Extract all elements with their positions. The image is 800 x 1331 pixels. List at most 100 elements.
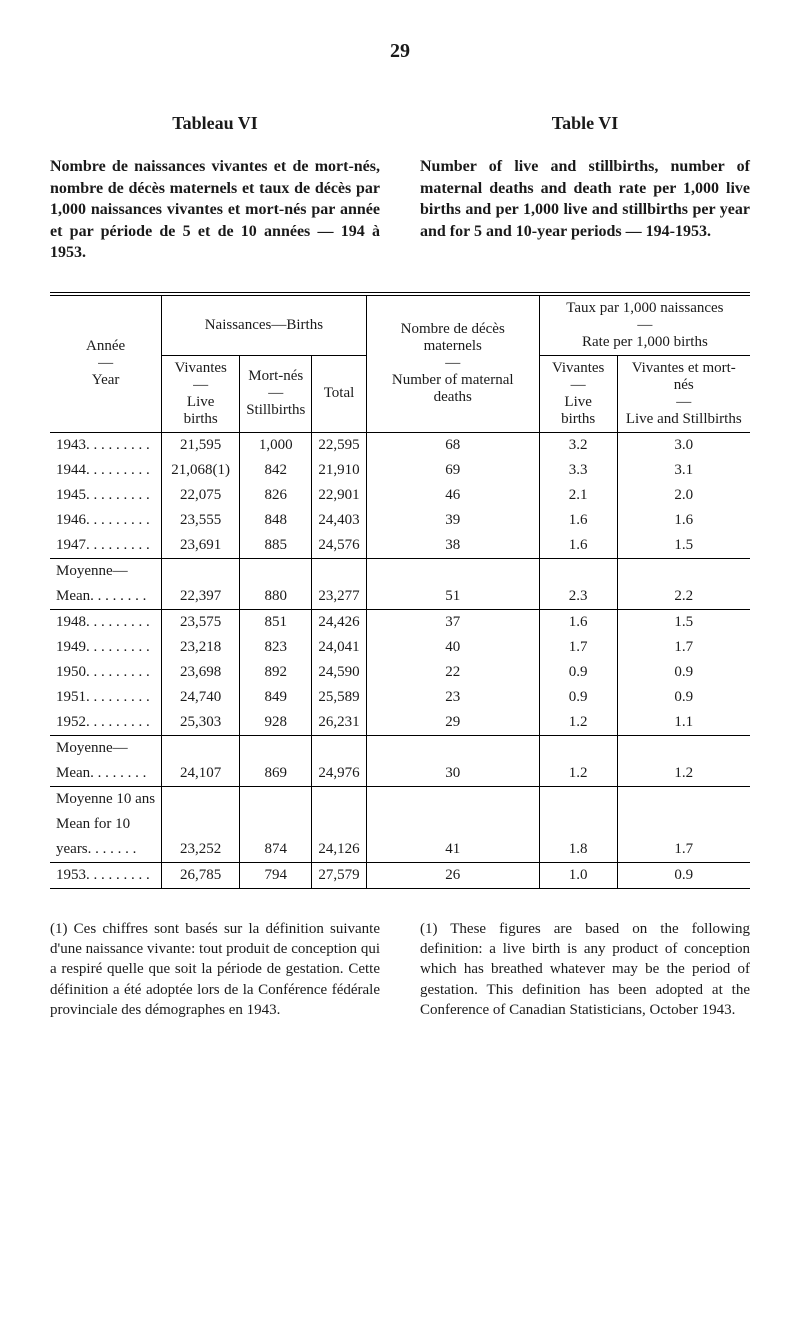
table-descriptions: Nombre de naissances vivantes et de mort…: [50, 156, 750, 264]
table-cell: 23,698: [162, 660, 240, 685]
table-cell: 25,589: [312, 685, 366, 710]
table-cell: 0.9: [539, 660, 617, 685]
table-row: Mean for 10: [50, 812, 750, 837]
table-cell: 1947. . . . . . . . .: [50, 533, 162, 559]
table-cell: 22,901: [312, 483, 366, 508]
table-row: Moyenne 10 ans: [50, 786, 750, 812]
table-cell: 1,000: [240, 432, 312, 458]
table-cell: 2.3: [539, 584, 617, 610]
footnotes: (1) Ces chiffres sont basés sur la défin…: [50, 919, 750, 1020]
hdr-total: Total: [324, 385, 355, 401]
table-cell: 24,403: [312, 508, 366, 533]
hdr-rate-en: Rate per 1,000 births: [582, 334, 708, 350]
footnote-right: (1) These figures are based on the follo…: [420, 919, 750, 1020]
hdr-live-fr: Vivantes: [174, 360, 226, 376]
table-cell: 68: [366, 432, 539, 458]
table-cell: 40: [366, 635, 539, 660]
table-cell: [617, 558, 750, 584]
table-cell: 21,068(1): [162, 458, 240, 483]
hdr-live-en: Live births: [184, 394, 218, 427]
table-cell: 25,303: [162, 710, 240, 736]
table-cell: [240, 558, 312, 584]
data-table-wrapper: Année— Year Naissances—Births Nombre de …: [50, 292, 750, 889]
table-cell: years. . . . . . .: [50, 837, 162, 863]
table-cell: 1948. . . . . . . . .: [50, 609, 162, 635]
table-cell: 1.6: [539, 609, 617, 635]
hdr-still-fr: Mort-nés: [248, 368, 303, 384]
table-cell: 1950. . . . . . . . .: [50, 660, 162, 685]
table-row: 1944. . . . . . . . .21,068(1)84221,9106…: [50, 458, 750, 483]
table-cell: 1.2: [539, 710, 617, 736]
table-cell: 1.0: [539, 862, 617, 888]
table-cell: [539, 786, 617, 812]
table-cell: 2.0: [617, 483, 750, 508]
table-row: Moyenne—: [50, 735, 750, 761]
table-cell: 26,785: [162, 862, 240, 888]
table-cell: [240, 812, 312, 837]
table-cell: 27,579: [312, 862, 366, 888]
hdr-rate-live-en: Live births: [561, 394, 595, 427]
table-cell: 842: [240, 458, 312, 483]
table-cell: 26: [366, 862, 539, 888]
table-cell: [312, 735, 366, 761]
table-cell: 24,126: [312, 837, 366, 863]
table-cell: [539, 735, 617, 761]
table-cell: 46: [366, 483, 539, 508]
table-cell: 1.6: [617, 508, 750, 533]
table-cell: 3.3: [539, 458, 617, 483]
table-cell: 22,075: [162, 483, 240, 508]
table-cell: 23,218: [162, 635, 240, 660]
hdr-rate-fr: Taux par 1,000 naissances: [566, 300, 723, 316]
table-cell: 23,691: [162, 533, 240, 559]
table-cell: [240, 786, 312, 812]
table-cell: 869: [240, 761, 312, 787]
table-cell: Mean. . . . . . . .: [50, 584, 162, 610]
table-cell: 37: [366, 609, 539, 635]
table-cell: 3.1: [617, 458, 750, 483]
table-cell: 1.6: [539, 533, 617, 559]
table-cell: 2.1: [539, 483, 617, 508]
hdr-rate-live-fr: Vivantes: [552, 360, 604, 376]
table-cell: 22: [366, 660, 539, 685]
table-cell: 23,555: [162, 508, 240, 533]
table-cell: [366, 558, 539, 584]
table-cell: 851: [240, 609, 312, 635]
table-cell: 1.1: [617, 710, 750, 736]
heading-left: Tableau VI: [50, 113, 380, 134]
footnote-left: (1) Ces chiffres sont basés sur la défin…: [50, 919, 380, 1020]
table-cell: 23,252: [162, 837, 240, 863]
table-cell: [312, 812, 366, 837]
table-row: Moyenne—: [50, 558, 750, 584]
table-cell: [539, 812, 617, 837]
table-cell: [312, 786, 366, 812]
paragraph-right: Number of live and stillbirths, number o…: [420, 156, 750, 264]
table-cell: 1953. . . . . . . . .: [50, 862, 162, 888]
table-row: Mean. . . . . . . .24,10786924,976301.21…: [50, 761, 750, 787]
table-cell: [617, 786, 750, 812]
table-cell: 23,277: [312, 584, 366, 610]
table-cell: 928: [240, 710, 312, 736]
table-row: Mean. . . . . . . .22,39788023,277512.32…: [50, 584, 750, 610]
table-cell: 24,976: [312, 761, 366, 787]
table-cell: 1.2: [617, 761, 750, 787]
hdr-births: Naissances—Births: [205, 317, 323, 333]
table-cell: 3.0: [617, 432, 750, 458]
table-cell: 23,575: [162, 609, 240, 635]
table-cell: 1949. . . . . . . . .: [50, 635, 162, 660]
table-cell: [162, 735, 240, 761]
table-cell: 1946. . . . . . . . .: [50, 508, 162, 533]
table-cell: 1.7: [539, 635, 617, 660]
table-cell: [366, 786, 539, 812]
table-cell: 2.2: [617, 584, 750, 610]
table-cell: [162, 558, 240, 584]
table-cell: [162, 812, 240, 837]
table-headings: Tableau VI Table VI: [50, 113, 750, 134]
table-cell: 24,041: [312, 635, 366, 660]
table-cell: 1.6: [539, 508, 617, 533]
hdr-rate-both-en: Live and Stillbirths: [626, 411, 742, 427]
table-cell: [617, 812, 750, 837]
table-row: 1947. . . . . . . . .23,69188524,576381.…: [50, 533, 750, 559]
table-cell: [617, 735, 750, 761]
table-row: 1943. . . . . . . . .21,5951,00022,59568…: [50, 432, 750, 458]
table-cell: 30: [366, 761, 539, 787]
